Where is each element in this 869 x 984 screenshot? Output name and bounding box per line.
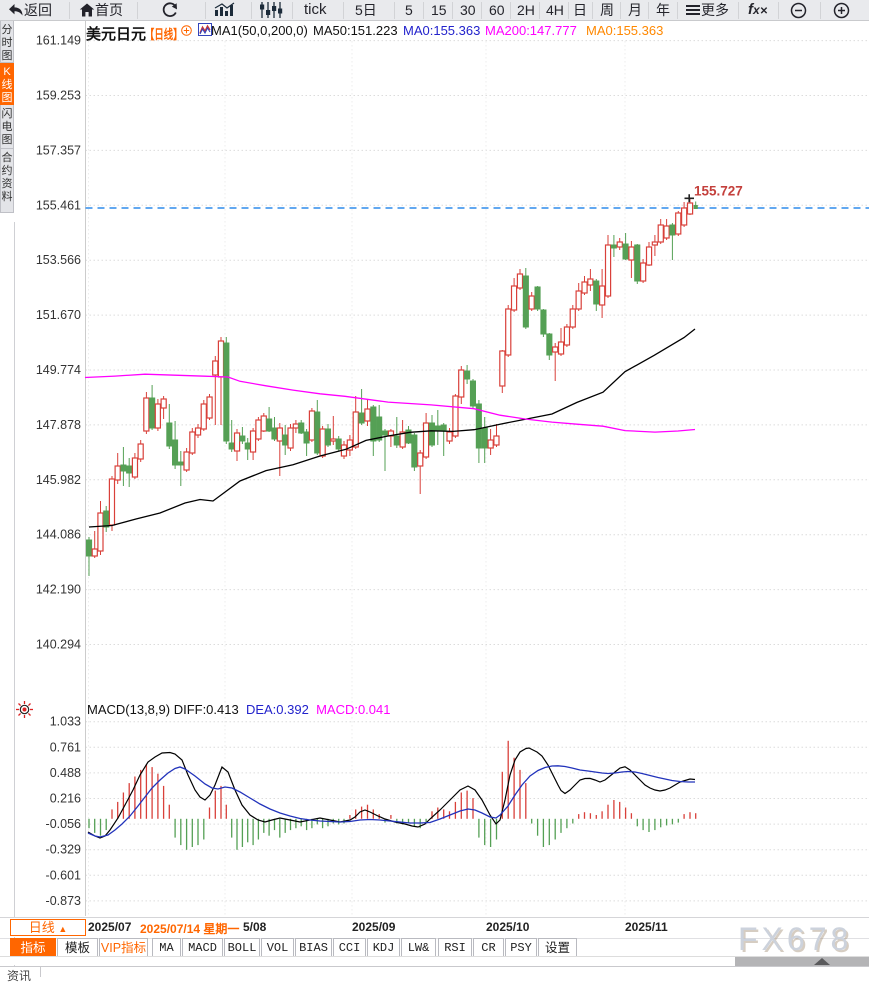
svg-text:144.086: 144.086: [36, 528, 81, 542]
svg-text:153.566: 153.566: [36, 253, 81, 267]
svg-text:140.294: 140.294: [36, 638, 81, 652]
svg-text:159.253: 159.253: [36, 89, 81, 103]
svg-text:-0.056: -0.056: [46, 817, 81, 831]
svg-text:-0.329: -0.329: [46, 843, 81, 857]
svg-text:157.357: 157.357: [36, 143, 81, 157]
svg-text:151.670: 151.670: [36, 308, 81, 322]
svg-text:1.033: 1.033: [50, 715, 81, 729]
svg-text:0.488: 0.488: [50, 766, 81, 780]
svg-text:0.761: 0.761: [50, 740, 81, 754]
svg-text:-0.601: -0.601: [46, 868, 81, 882]
svg-text:155.727: 155.727: [694, 184, 743, 199]
svg-text:149.774: 149.774: [36, 363, 81, 377]
svg-text:142.190: 142.190: [36, 583, 81, 597]
svg-text:147.878: 147.878: [36, 418, 81, 432]
svg-text:-0.873: -0.873: [46, 894, 81, 908]
svg-text:145.982: 145.982: [36, 473, 81, 487]
svg-text:0.216: 0.216: [50, 792, 81, 806]
svg-text:161.149: 161.149: [36, 34, 81, 48]
svg-text:155.461: 155.461: [36, 198, 81, 212]
